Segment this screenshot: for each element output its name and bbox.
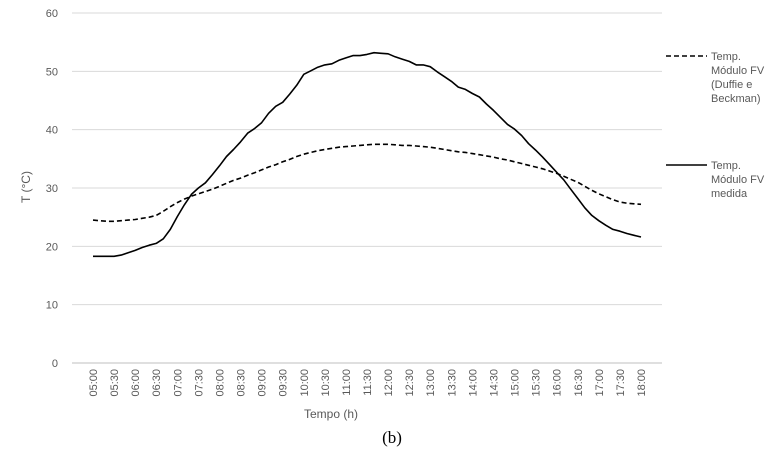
- legend: Temp. Módulo FV (Duffie e Beckman) Temp. Módu…: [666, 51, 765, 200]
- x-tick-label: 15:00: [510, 369, 522, 397]
- y-tick-label: 40: [46, 125, 58, 137]
- x-tick-label: 13:00: [425, 369, 437, 397]
- x-tick-label: 05:00: [88, 369, 100, 397]
- legend-label-2: Temp. Módulo FV medida: [711, 160, 765, 200]
- x-tick-label: 07:00: [172, 369, 184, 397]
- figure-caption: (b): [382, 428, 402, 447]
- gridlines: [72, 12, 662, 364]
- series-line-1: [92, 143, 642, 223]
- x-tick-label: 11:30: [362, 369, 374, 396]
- x-tick-label: 06:30: [151, 369, 163, 397]
- x-tick-label: 08:00: [214, 369, 226, 397]
- x-tick-label: 10:30: [320, 369, 332, 397]
- x-axis-title: Tempo (h): [304, 407, 358, 421]
- legend-label-1: Temp. Módulo FV (Duffie e Beckman): [711, 51, 765, 105]
- y-tick-label: 30: [46, 183, 58, 195]
- x-tick-label: 17:30: [615, 369, 627, 397]
- x-tick-label: 06:00: [130, 369, 142, 397]
- y-axis-title: T (°C): [19, 171, 33, 203]
- y-tick-label: 0: [52, 358, 58, 370]
- x-tick-label: 14:30: [488, 369, 500, 397]
- series-line-2: [93, 51, 642, 258]
- x-tick-label: 12:30: [404, 369, 416, 397]
- y-tick-label: 10: [46, 300, 58, 312]
- x-tick-label: 13:30: [446, 369, 458, 397]
- x-tick-label: 05:30: [109, 369, 121, 397]
- series-lines: [92, 51, 642, 258]
- x-tick-label: 09:30: [278, 369, 290, 397]
- x-tick-label: 16:30: [573, 369, 585, 397]
- x-tick-label: 15:30: [531, 369, 543, 397]
- x-tick-label: 16:00: [552, 369, 564, 397]
- x-tick-label: 11:00: [341, 369, 353, 396]
- x-tick-label: 17:00: [594, 369, 606, 397]
- y-tick-label: 50: [46, 66, 58, 78]
- y-tick-label: 60: [46, 8, 58, 20]
- y-tick-labels: 0 10 20 30 40 50 60: [46, 8, 58, 370]
- x-tick-label: 12:00: [383, 369, 395, 397]
- y-tick-label: 20: [46, 241, 58, 253]
- x-tick-label: 07:30: [193, 369, 205, 397]
- x-tick-label: 08:30: [236, 369, 248, 397]
- x-tick-label: 18:00: [636, 369, 648, 397]
- x-tick-labels: 05:00 05:30 06:00 06:30 07:00 07:30 08:00 08:30…: [88, 369, 648, 397]
- x-tick-label: 10:00: [299, 369, 311, 397]
- x-tick-label: 14:00: [467, 369, 479, 397]
- x-tick-label: 09:00: [257, 369, 269, 397]
